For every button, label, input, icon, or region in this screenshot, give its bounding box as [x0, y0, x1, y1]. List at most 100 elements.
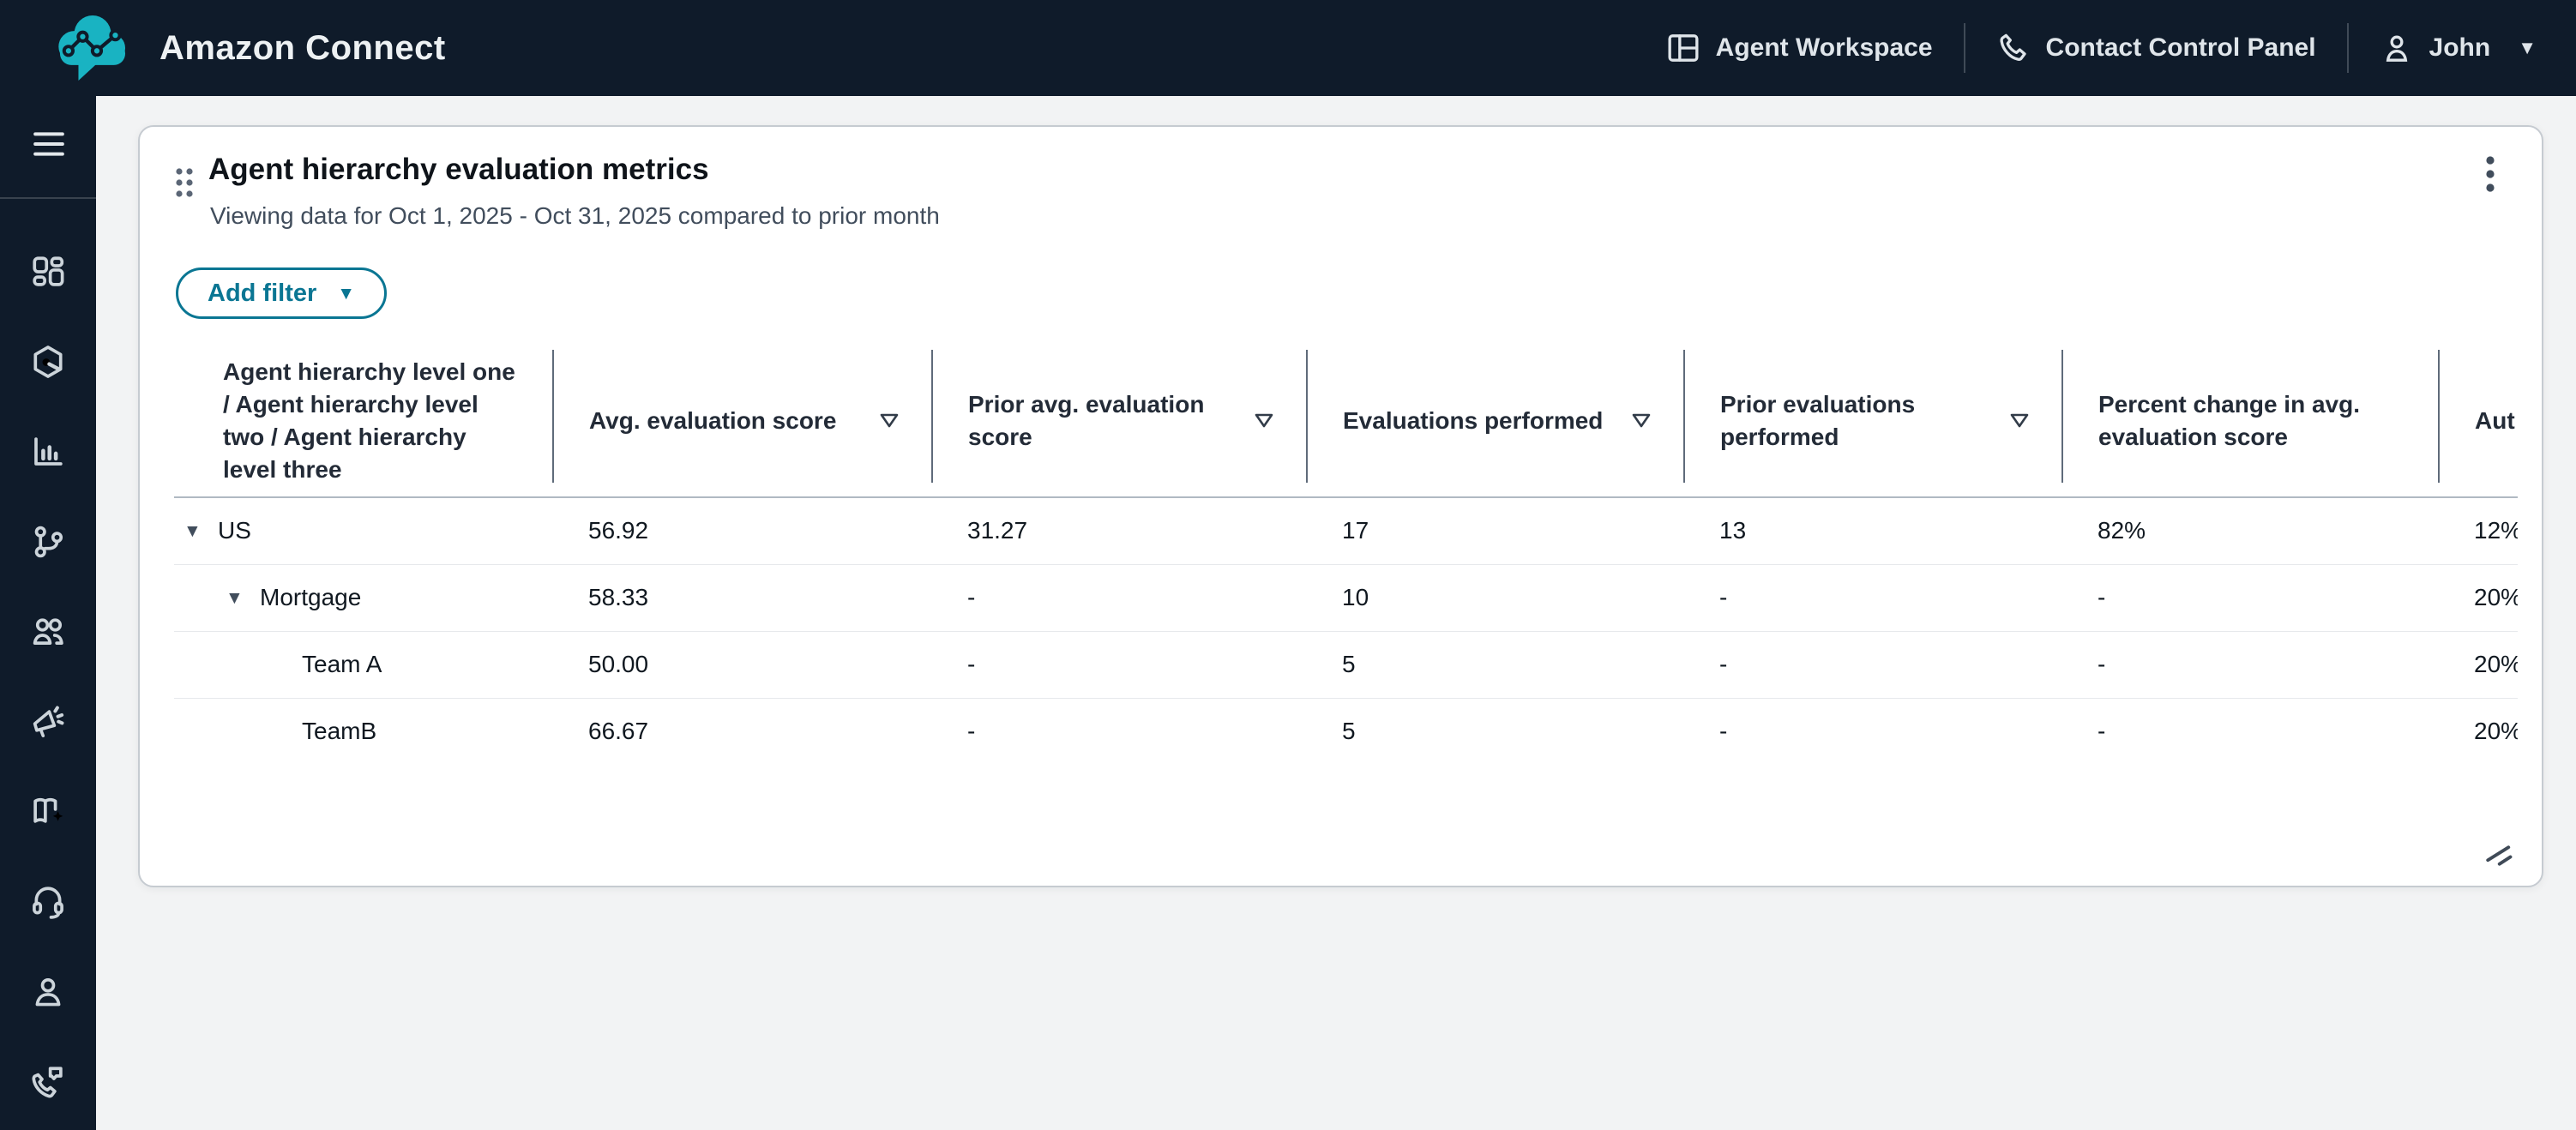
- topnav-divider: [2346, 23, 2349, 73]
- column-header-label: Prior evaluations performed: [1720, 390, 1916, 450]
- metric-cell: 10: [1342, 584, 1369, 610]
- metric-cell: -: [967, 584, 976, 610]
- users-icon: [30, 614, 66, 650]
- sidebar-item-contacts[interactable]: [30, 1064, 66, 1100]
- metric-cell: 12%: [2474, 517, 2518, 544]
- resize-handle-icon[interactable]: [2483, 838, 2514, 869]
- metric-cell: -: [2098, 651, 2106, 677]
- metric-cell: 82%: [2098, 517, 2146, 544]
- sidebar: [0, 96, 96, 1130]
- sidebar-item-routing[interactable]: [30, 344, 66, 380]
- metrics-table: Agent hierarchy level one / Agent hierar…: [174, 345, 2518, 765]
- metric-cell: -: [1719, 651, 1728, 677]
- column-header-label: Avg. evaluation score: [589, 406, 837, 434]
- chevron-down-icon: ▼: [2518, 37, 2537, 58]
- table-row: ▼ US 56.92 31.27 17 13 82% 12%: [174, 497, 2518, 564]
- sort-filter-triangle-icon[interactable]: [1255, 413, 1273, 428]
- column-header-2[interactable]: Prior avg. evaluation score: [931, 345, 1306, 498]
- sidebar-item-knowledge[interactable]: [30, 794, 66, 830]
- topbar: Amazon Connect Agent Workspace Contact Co…: [0, 0, 2576, 96]
- sidebar-item-campaigns[interactable]: [30, 704, 66, 740]
- topnav-item-contact-control-panel[interactable]: Contact Control Panel: [1996, 31, 2316, 65]
- metric-cell: -: [1719, 584, 1728, 610]
- metric-cell: -: [2098, 718, 2106, 745]
- phone-icon: [1996, 31, 2031, 65]
- branch-icon: [30, 524, 66, 560]
- topnav-divider: [1963, 23, 1965, 73]
- column-header-label: Aut: [2475, 406, 2515, 434]
- sidebar-nav: [0, 254, 96, 1100]
- phone-message-icon: [30, 1064, 66, 1100]
- sidebar-item-agent-workspace[interactable]: [30, 884, 66, 920]
- column-header-1[interactable]: Avg. evaluation score: [552, 345, 931, 498]
- chevron-down-icon: ▼: [337, 284, 356, 304]
- hierarchy-cell: TeamB: [174, 698, 552, 765]
- main-content: Agent hierarchy evaluation metrics Viewi…: [96, 96, 2576, 1130]
- metric-cell: 20%: [2474, 651, 2518, 677]
- table-row: Team A 50.00 - 5 - - 20%: [174, 631, 2518, 698]
- column-header-label: Prior avg. evaluation score: [968, 390, 1205, 450]
- sidebar-item-users[interactable]: [30, 614, 66, 650]
- metric-cell: 20%: [2474, 584, 2518, 610]
- user-icon: [2380, 31, 2414, 65]
- sort-filter-triangle-icon[interactable]: [1632, 413, 1651, 428]
- hierarchy-name: US: [218, 517, 251, 544]
- table-row: TeamB 66.67 - 5 - - 20%: [174, 698, 2518, 765]
- hierarchy-name: Team A: [302, 651, 382, 677]
- topnav-item-label: John: [2429, 33, 2491, 62]
- expand-collapse-triangle-icon[interactable]: ▼: [184, 520, 202, 541]
- column-header-6: Aut: [2438, 345, 2518, 498]
- sidebar-item-profile[interactable]: [30, 974, 66, 1010]
- brand: Amazon Connect: [48, 11, 446, 85]
- column-header-4[interactable]: Prior evaluations performed: [1683, 345, 2061, 498]
- topnav-item-agent-workspace[interactable]: Agent Workspace: [1666, 31, 1933, 65]
- column-header-3[interactable]: Evaluations performed: [1306, 345, 1683, 498]
- headset-icon: [30, 884, 66, 920]
- workspace-panel-icon: [1666, 31, 1700, 65]
- hierarchy-cell: ▼ US: [174, 497, 552, 564]
- page-title: Agent hierarchy evaluation metrics: [208, 153, 709, 186]
- metric-cell: 20%: [2474, 718, 2518, 745]
- brand-title: Amazon Connect: [159, 28, 446, 67]
- metric-cell: 17: [1342, 517, 1369, 544]
- hierarchy-name: TeamB: [302, 718, 377, 745]
- sidebar-item-flows[interactable]: [30, 524, 66, 560]
- sort-filter-triangle-icon[interactable]: [880, 413, 899, 428]
- expand-collapse-triangle-icon[interactable]: ▼: [226, 587, 244, 608]
- column-header-0: Agent hierarchy level one / Agent hierar…: [174, 345, 552, 498]
- metric-cell: 5: [1342, 651, 1356, 677]
- add-filter-label: Add filter: [208, 279, 317, 307]
- table-row: ▼ Mortgage 58.33 - 10 - - 20%: [174, 564, 2518, 631]
- dashboard-grid-icon: [30, 254, 66, 290]
- book-sparkle-icon: [30, 794, 66, 830]
- column-header-label: Evaluations performed: [1343, 406, 1604, 434]
- metric-cell: 56.92: [588, 517, 649, 544]
- sidebar-item-dashboard[interactable]: [30, 254, 66, 290]
- hierarchy-cell: Team A: [174, 631, 552, 698]
- sort-filter-triangle-icon[interactable]: [2010, 413, 2029, 428]
- card-menu-kebab-icon[interactable]: [2468, 149, 2513, 199]
- bar-chart-icon: [30, 434, 66, 470]
- metric-cell: 58.33: [588, 584, 649, 610]
- person-icon: [30, 974, 66, 1010]
- sidebar-divider: [0, 197, 96, 199]
- metric-cell: -: [967, 718, 976, 745]
- topnav-item-john[interactable]: John ▼: [2380, 31, 2537, 65]
- metric-cell: 66.67: [588, 718, 649, 745]
- topnav-item-label: Agent Workspace: [1715, 33, 1933, 62]
- menu-icon[interactable]: [29, 127, 69, 163]
- metric-cell: 5: [1342, 718, 1356, 745]
- metrics-table-viewport[interactable]: Agent hierarchy level one / Agent hierar…: [174, 345, 2518, 773]
- sidebar-item-analytics[interactable]: [30, 434, 66, 470]
- metric-cell: -: [1719, 718, 1728, 745]
- column-header-label: Percent change in avg. evaluation score: [2098, 390, 2360, 450]
- hexagon-node-icon: [30, 344, 66, 380]
- drag-handle-icon[interactable]: [174, 166, 195, 199]
- column-header-5: Percent change in avg. evaluation score: [2061, 345, 2438, 498]
- add-filter-button[interactable]: Add filter ▼: [176, 267, 388, 319]
- hierarchy-name: Mortgage: [260, 584, 362, 610]
- hierarchy-cell: ▼ Mortgage: [174, 564, 552, 631]
- topnav: Agent Workspace Contact Control Panel John…: [1666, 23, 2537, 73]
- metric-cell: 50.00: [588, 651, 649, 677]
- amazon-connect-logo: [58, 15, 126, 81]
